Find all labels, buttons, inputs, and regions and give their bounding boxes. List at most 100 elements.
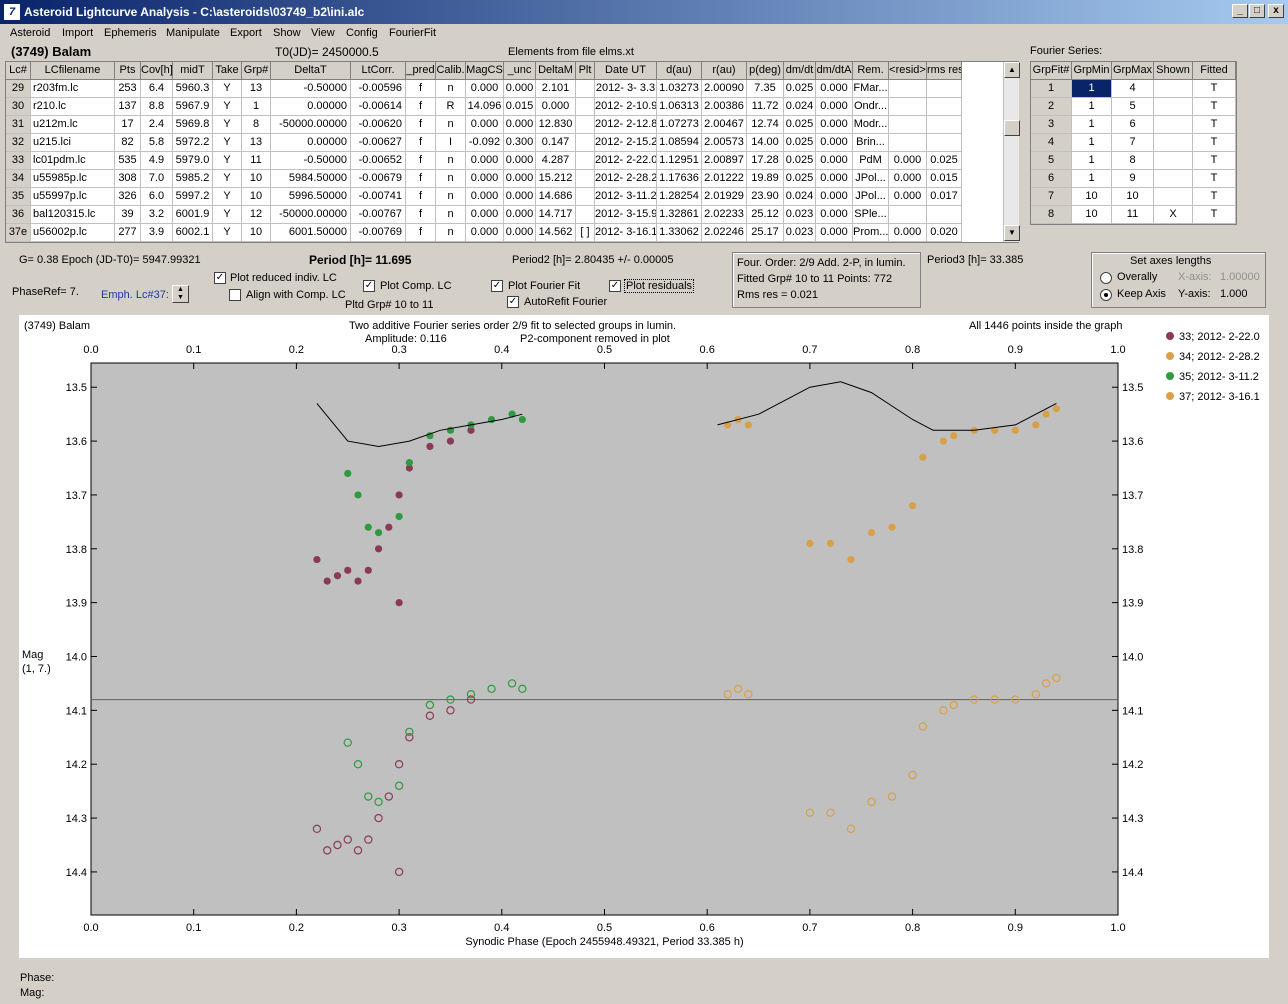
lc-cell[interactable]: 2.101 [536,80,576,98]
lc-cell[interactable]: 6001.50000 [271,224,351,242]
lc-cell[interactable]: 0.000 [466,206,504,224]
lc-cell[interactable]: 25.17 [747,224,784,242]
lc-cell[interactable]: 2.02233 [702,206,747,224]
fourier-cell[interactable]: 1 [1072,80,1112,98]
lc-col-header[interactable]: r(au) [702,62,747,80]
lc-col-header[interactable]: rms res [927,62,962,80]
lc-table-row[interactable]: 29 r203fm.lc 253 6.4 5960.3 Y 13 -0.50000 -0.005… [6,80,1018,98]
lc-cell[interactable]: 1.08594 [657,134,702,152]
lc-cell[interactable]: 0.000 [466,188,504,206]
menu-export[interactable]: Export [230,27,262,39]
lc-col-header[interactable]: DeltaM [536,62,576,80]
lc-cell[interactable]: 5985.2 [173,170,213,188]
lc-cell[interactable]: 10 [242,224,271,242]
lc-cell[interactable]: 5997.2 [173,188,213,206]
fourier-table-header[interactable]: GrpFit# GrpMin GrpMax Shown Fitted [1031,62,1236,80]
lc-cell[interactable]: 0.300 [504,134,536,152]
lc-cell[interactable]: 0.000 [889,152,927,170]
fourier-col-header[interactable]: Fitted [1193,62,1236,80]
plot-fourier-checkbox[interactable]: ✓ [491,280,503,292]
plot-residuals-checkbox[interactable]: ✓ [609,280,621,292]
lc-cell[interactable]: f [406,116,436,134]
lc-cell[interactable]: 1.06313 [657,98,702,116]
lc-cell[interactable]: 0.000 [816,134,853,152]
lc-cell[interactable]: 1.03273 [657,80,702,98]
lc-cell[interactable] [889,206,927,224]
autorefit-checkbox[interactable]: ✓ [507,296,519,308]
lc-cell[interactable] [576,116,595,134]
fourier-cell[interactable]: 5 [1031,152,1072,170]
scroll-thumb[interactable] [1004,120,1020,136]
lc-cell[interactable]: 277 [115,224,141,242]
lc-cell[interactable]: -0.00596 [351,80,406,98]
lc-table-row[interactable]: 37e u56002p.lc 277 3.9 6002.1 Y 10 6001.50000 -0… [6,224,1018,242]
lc-cell[interactable]: 14.562 [536,224,576,242]
lc-cell[interactable]: 2012- 3- 3.3 [595,80,657,98]
lc-cell[interactable]: 2.00897 [702,152,747,170]
lc-cell[interactable]: 0.024 [784,188,816,206]
fourier-cell[interactable] [1154,116,1193,134]
lc-cell[interactable]: -0.092 [466,134,504,152]
lc-cell[interactable]: 0.000 [536,98,576,116]
lc-cell[interactable]: 1.07273 [657,116,702,134]
lc-col-header[interactable]: _unc [504,62,536,80]
lc-cell[interactable] [889,80,927,98]
menu-ephemeris[interactable]: Ephemeris [104,27,157,39]
lc-cell[interactable]: -50000.00000 [271,116,351,134]
lc-cell[interactable]: 0.020 [927,224,962,242]
lc-cell[interactable]: 5972.2 [173,134,213,152]
lc-cell[interactable]: 0.025 [784,134,816,152]
lc-col-header[interactable]: p(deg) [747,62,784,80]
lc-cell[interactable]: u55985p.lc [31,170,115,188]
lc-cell[interactable]: 12.74 [747,116,784,134]
lc-cell[interactable]: 5996.50000 [271,188,351,206]
lc-cell[interactable]: 6002.1 [173,224,213,242]
lc-table-row[interactable]: 33 lc01pdm.lc 535 4.9 5979.0 Y 11 -0.50000 -0.00… [6,152,1018,170]
lc-cell[interactable]: 2012- 2-22.0 [595,152,657,170]
lc-table-row[interactable]: 31 u212m.lc 17 2.4 5969.8 Y 8 -50000.00000 -0.00… [6,116,1018,134]
lc-cell[interactable]: 0.000 [889,188,927,206]
lc-cell[interactable]: 0.147 [536,134,576,152]
lc-cell[interactable]: 2.00467 [702,116,747,134]
lc-cell[interactable]: 17.28 [747,152,784,170]
fourier-table-row[interactable]: 8 10 11 X T [1031,206,1236,224]
lc-cell[interactable]: f [406,170,436,188]
lc-cell[interactable] [576,170,595,188]
fourier-cell[interactable] [1154,152,1193,170]
lc-cell[interactable]: 11 [242,152,271,170]
lc-cell[interactable]: 0.000 [816,152,853,170]
lc-cell[interactable]: 10 [242,170,271,188]
lc-cell[interactable]: Y [213,206,242,224]
lc-cell[interactable]: n [436,224,466,242]
lc-cell[interactable]: 2012- 2-15.2 [595,134,657,152]
fourier-col-header[interactable]: Shown [1154,62,1193,80]
lc-cell[interactable]: 1.12951 [657,152,702,170]
lc-cell[interactable]: -0.00627 [351,134,406,152]
lc-cell[interactable]: 14.00 [747,134,784,152]
lc-col-header[interactable]: midT [173,62,213,80]
lc-cell[interactable]: 2.00573 [702,134,747,152]
lc-cell[interactable]: 0.00000 [271,134,351,152]
lc-cell[interactable] [889,116,927,134]
lc-cell[interactable]: 4.287 [536,152,576,170]
lc-cell[interactable]: 0.000 [504,170,536,188]
lc-cell[interactable]: 1.28254 [657,188,702,206]
lc-cell[interactable]: 0.000 [466,80,504,98]
lc-cell[interactable] [927,80,962,98]
lc-cell[interactable]: 0.017 [927,188,962,206]
lc-cell[interactable]: 308 [115,170,141,188]
lc-cell[interactable]: 0.000 [889,170,927,188]
lc-cell[interactable]: 0.000 [816,116,853,134]
lc-cell[interactable]: 0.015 [927,170,962,188]
overally-radio[interactable] [1100,272,1112,284]
lc-cell[interactable]: 2012- 3-15.9 [595,206,657,224]
lc-cell[interactable]: 0.000 [466,152,504,170]
lc-cell[interactable]: 36 [6,206,31,224]
lc-cell[interactable]: 10 [242,188,271,206]
lc-cell[interactable]: 0.000 [504,116,536,134]
lc-cell[interactable]: n [436,206,466,224]
lightcurve-plot[interactable]: 0.0 0.0 0.1 0.1 0.2 0.2 0.3 0.3 0.4 0.4 0.5 0.5 0.6 0… [19,315,1269,958]
lc-cell[interactable]: R [436,98,466,116]
lc-cell[interactable]: 37e [6,224,31,242]
